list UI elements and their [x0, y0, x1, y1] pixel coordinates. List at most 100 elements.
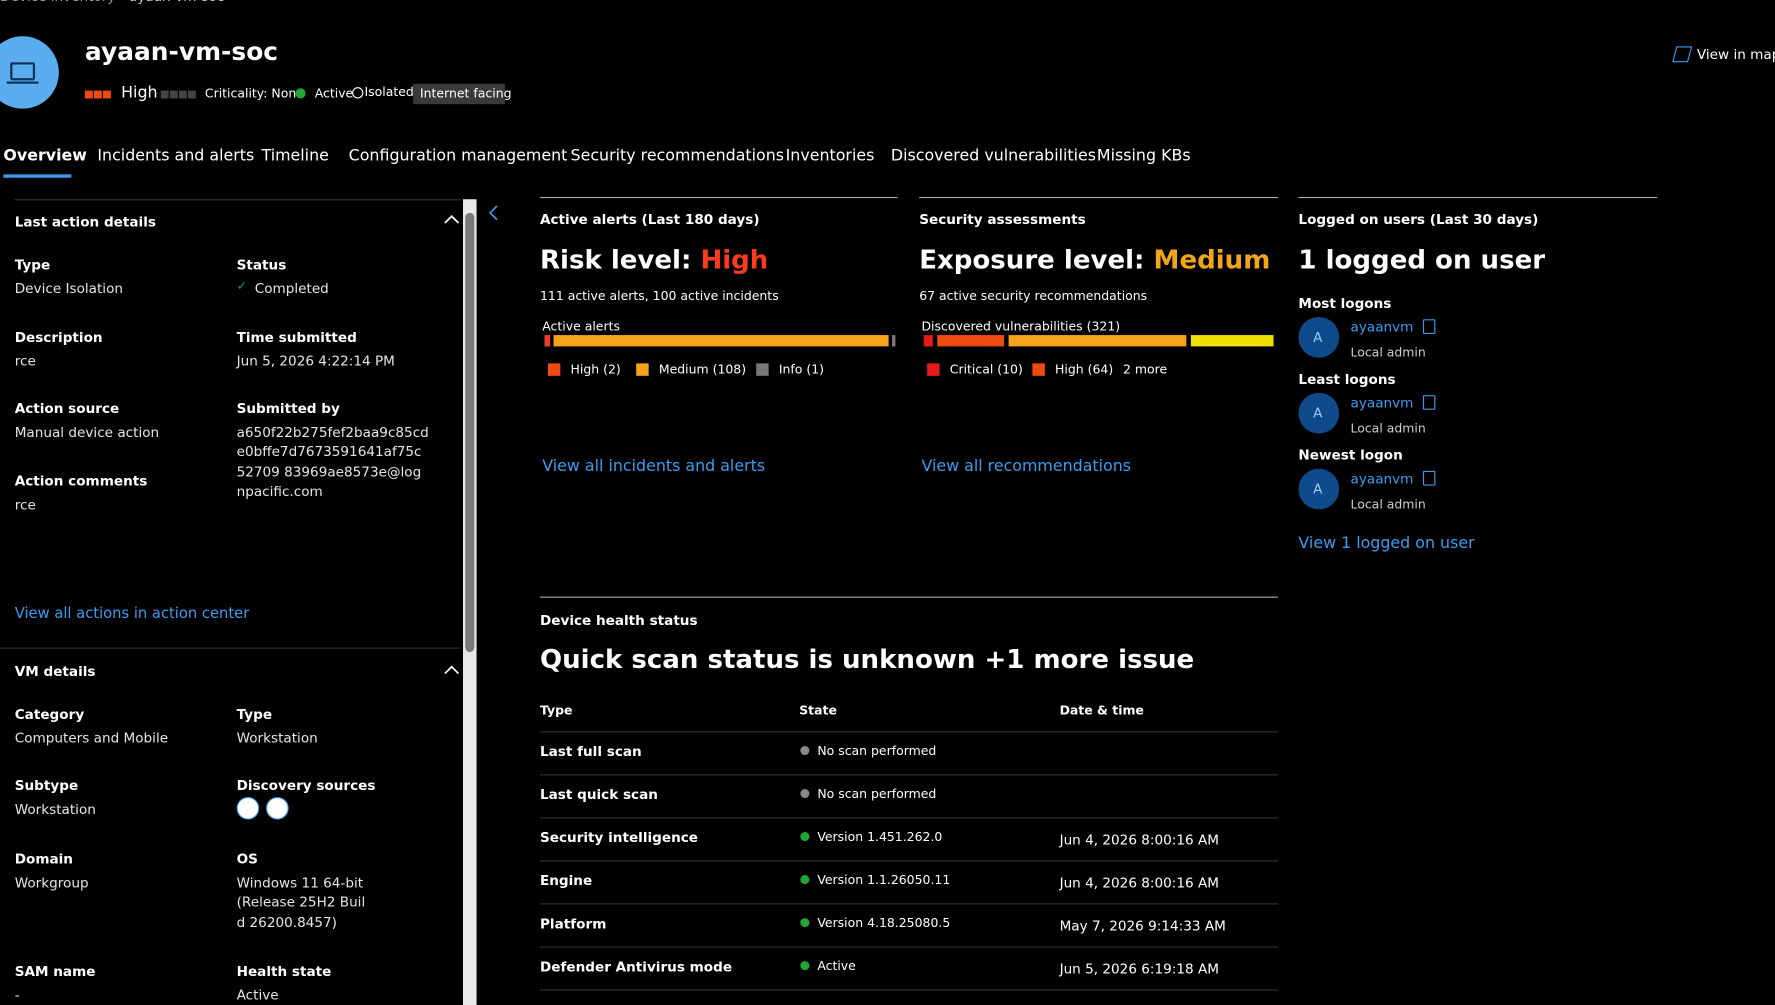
- action-center-link[interactable]: View all actions in action center: [14, 605, 250, 623]
- user-role: Local admin: [1350, 497, 1426, 513]
- tab[interactable]: Configuration management: [348, 147, 568, 166]
- legend-swatch: [927, 363, 940, 376]
- card-rule: [539, 196, 898, 199]
- breadcrumb-item: ayaan-vm-soc: [129, 0, 224, 6]
- row-divider: [539, 860, 1279, 862]
- field-value: Completed: [254, 280, 329, 297]
- tab[interactable]: Security recommendations: [570, 147, 785, 166]
- state-dot: [800, 875, 810, 885]
- field-label: Health state: [236, 962, 332, 979]
- bar-medium: [553, 335, 889, 347]
- cell-state: Version 1.1.26050.11: [817, 873, 951, 888]
- card-link[interactable]: View all incidents and alerts: [542, 457, 766, 476]
- cell-state: Active: [817, 959, 856, 974]
- field-label: Discovery sources: [236, 777, 376, 794]
- bar-high: [937, 335, 1005, 347]
- isolated-icon: [352, 87, 364, 99]
- bar-high: [544, 335, 551, 347]
- field-label: Category: [14, 705, 85, 722]
- logons-link[interactable]: View 1 logged on user: [1298, 534, 1475, 553]
- card-heading: 1 logged on user: [1298, 245, 1546, 275]
- user-name[interactable]: ayaanvm: [1350, 394, 1414, 411]
- criticality-square: [169, 90, 178, 99]
- state-dot: [800, 746, 810, 756]
- copy-icon[interactable]: [1422, 319, 1436, 334]
- criticality-square: [160, 90, 169, 99]
- cell-state: No scan performed: [817, 787, 937, 802]
- field-value: Computers and Mobile: [14, 729, 169, 746]
- collapse-chevron[interactable]: [443, 213, 461, 227]
- view-in-map[interactable]: View in map: [1696, 45, 1775, 62]
- tag: [413, 83, 505, 105]
- card-heading: Risk level: High: [539, 245, 769, 275]
- bar-medium: [1008, 335, 1187, 347]
- user-initial: A: [1313, 328, 1323, 345]
- row-divider: [539, 774, 1279, 776]
- card-summary: 67 active security recommendations: [919, 289, 1148, 304]
- tab[interactable]: Incidents and alerts: [97, 147, 255, 166]
- card-rule: [539, 596, 1279, 598]
- field-label: Domain: [14, 850, 73, 867]
- scrollbar-thumb[interactable]: [465, 212, 475, 653]
- user-initial: A: [1313, 404, 1323, 421]
- discovery-icon: [266, 796, 289, 820]
- tab[interactable]: Timeline: [261, 147, 329, 166]
- row-divider: [539, 903, 1279, 905]
- field-value: Manual device action: [14, 424, 160, 440]
- tab[interactable]: Missing KBs: [1096, 147, 1191, 166]
- legend-label: High (2): [570, 362, 621, 378]
- legend-label: Medium (108): [658, 362, 747, 378]
- legend-swatch: [636, 363, 649, 376]
- card-heading: Exposure level: Medium: [919, 245, 1271, 275]
- state-dot: [800, 789, 810, 799]
- field-label: OS: [236, 850, 258, 867]
- breadcrumb-item[interactable]: Device inventory: [0, 0, 115, 6]
- risk-level: High: [121, 83, 158, 103]
- user-avatar: [1298, 392, 1340, 434]
- device-name: ayaan-vm-soc: [84, 38, 279, 67]
- row-divider: [539, 731, 1279, 733]
- legend-label: Info (1): [778, 362, 825, 378]
- user-avatar: [1298, 468, 1340, 510]
- risk-square: [103, 90, 111, 99]
- card-rule: [919, 196, 1279, 199]
- row-divider: [539, 817, 1279, 819]
- collapse-button[interactable]: [485, 204, 503, 222]
- field-value: Workstation: [236, 729, 318, 746]
- cell-state: Version 1.451.262.0: [817, 830, 943, 845]
- legend-label: High (64): [1055, 362, 1114, 378]
- copy-icon[interactable]: [1422, 395, 1436, 410]
- laptop-icon: [6, 62, 39, 84]
- state-dot: [800, 918, 810, 928]
- card-link[interactable]: View all recommendations: [921, 457, 1132, 476]
- cell-state: Version 4.18.25080.5: [817, 916, 951, 931]
- collapse-chevron[interactable]: [443, 663, 461, 677]
- field-label: Time submitted: [236, 328, 357, 345]
- user-name[interactable]: ayaanvm: [1350, 470, 1414, 487]
- tab[interactable]: Discovered vulnerabilities: [890, 147, 1097, 166]
- field-label: Action source: [14, 400, 120, 417]
- tab[interactable]: Inventories: [785, 147, 875, 166]
- criticality-square: [187, 90, 196, 99]
- copy-icon[interactable]: [1422, 470, 1436, 486]
- field-label: SAM name: [14, 962, 96, 979]
- cell-state: No scan performed: [817, 744, 937, 759]
- field-value: a650f22b275fef2baa9c85cde0bffe7d76735916…: [236, 424, 429, 500]
- legend-label: 2 more: [1122, 362, 1168, 378]
- field-label: Submitted by: [236, 400, 340, 417]
- state-dot: [800, 961, 810, 971]
- field-label: Type: [236, 705, 273, 722]
- legend-swatch: [547, 363, 561, 376]
- map-icon[interactable]: [1672, 46, 1693, 63]
- bar-label: Discovered vulnerabilities (321): [921, 319, 1121, 335]
- tab[interactable]: Overview: [3, 147, 87, 166]
- group-title: Most logons: [1298, 294, 1392, 311]
- user-name[interactable]: ayaanvm: [1350, 318, 1414, 335]
- card-summary: 111 active alerts, 100 active incidents: [539, 289, 779, 304]
- field-value: rce: [14, 496, 36, 513]
- card-title: Device health status: [539, 611, 698, 628]
- field-label: Subtype: [14, 777, 79, 794]
- bar-critical: [923, 335, 933, 347]
